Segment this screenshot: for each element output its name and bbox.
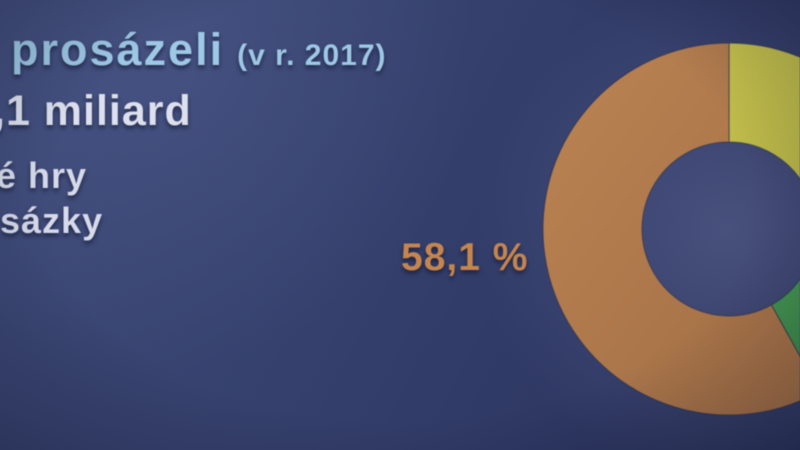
segment-green-slice [770,278,800,358]
total-amount-text: ,1 miliard [0,87,192,135]
orange-segment-value-label: 58,1 % [401,236,529,279]
legend-item-bets: sázky [0,200,104,241]
segment-yellow-slice [728,42,800,280]
title-year: (v r. 2017) [237,39,387,72]
segment-orange-slice [542,42,800,416]
title-text: prosázeli [11,24,225,75]
legend-item-games: é hry [0,155,88,196]
page-title: prosázeli (v r. 2017) [11,27,387,72]
